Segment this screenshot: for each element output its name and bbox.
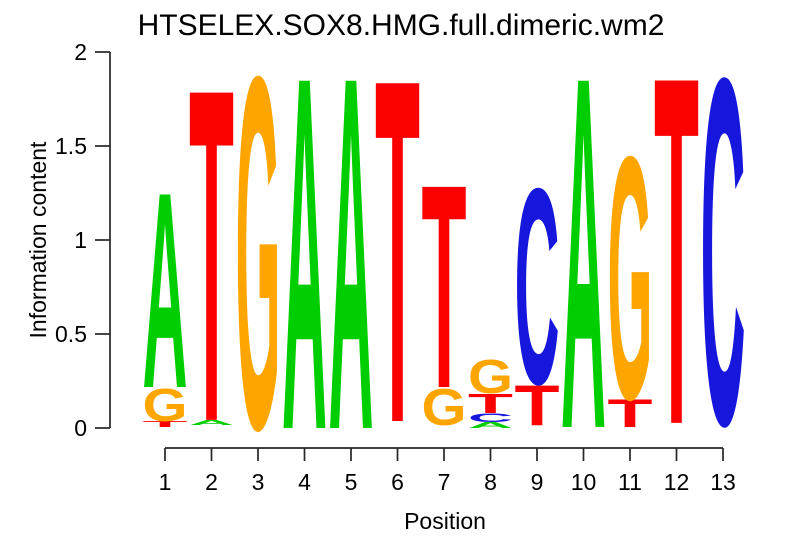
- logo-letter-G-pos1: G: [143, 379, 188, 432]
- y-tick-label: 1.5: [55, 133, 87, 159]
- x-tick-label: 2: [205, 469, 218, 495]
- x-tick-label: 11: [618, 469, 642, 495]
- logo-letter-C-pos8: C: [468, 411, 513, 425]
- x-tick-label: 6: [391, 469, 404, 495]
- logo-letter-T-pos8: T: [468, 388, 513, 419]
- logo-letter-A-pos8: A: [468, 421, 513, 430]
- y-tick-label: 1: [74, 227, 87, 253]
- x-tick-label: 5: [345, 469, 358, 495]
- logo-letter-A-pos10: A: [561, 0, 606, 534]
- logo-letter-A-pos4: A: [282, 0, 327, 536]
- x-tick-label: 13: [710, 469, 736, 495]
- logo-letter-T-pos6: T: [375, 0, 420, 526]
- logo-letter-A-pos2: A: [189, 419, 234, 427]
- logo-letter-G-pos7: G: [422, 378, 467, 436]
- x-tick-label: 8: [484, 469, 497, 495]
- x-tick-label: 1: [159, 469, 172, 495]
- x-tick-label: 12: [664, 469, 690, 495]
- logo-letter-T-pos11: T: [608, 391, 653, 436]
- logo-letter-T-pos7: T: [422, 125, 467, 450]
- logo-letter-A-pos5: A: [329, 0, 374, 536]
- x-tick-label: 7: [438, 469, 451, 495]
- x-tick-label: 4: [298, 469, 311, 495]
- x-axis-label: Position: [404, 508, 486, 534]
- logo-letter-C-pos13: C: [701, 0, 746, 528]
- y-tick-label: 0: [74, 415, 87, 441]
- x-tick-label: 10: [571, 469, 597, 495]
- logo-letter-G-pos3: G: [236, 0, 281, 534]
- chart-title: HTSELEX.SOX8.HMG.full.dimeric.wm2: [137, 9, 665, 42]
- x-tick-label: 3: [252, 469, 265, 495]
- y-tick-label: 0.5: [55, 321, 87, 347]
- logo-letter-T-pos1: T: [143, 420, 188, 429]
- logo-letter-T-pos2: T: [189, 0, 234, 521]
- y-tick-label: 2: [74, 39, 87, 65]
- logo-letter-A-pos1: A: [143, 134, 188, 447]
- x-tick-label: 9: [531, 469, 544, 495]
- logo-letter-C-pos9: C: [515, 130, 560, 443]
- logo-letter-T-pos9: T: [515, 374, 560, 438]
- logo-letter-G-pos8: G: [468, 350, 513, 404]
- logo-letter-T-pos12: T: [654, 0, 699, 530]
- logo-letter-G-pos11: G: [608, 85, 653, 472]
